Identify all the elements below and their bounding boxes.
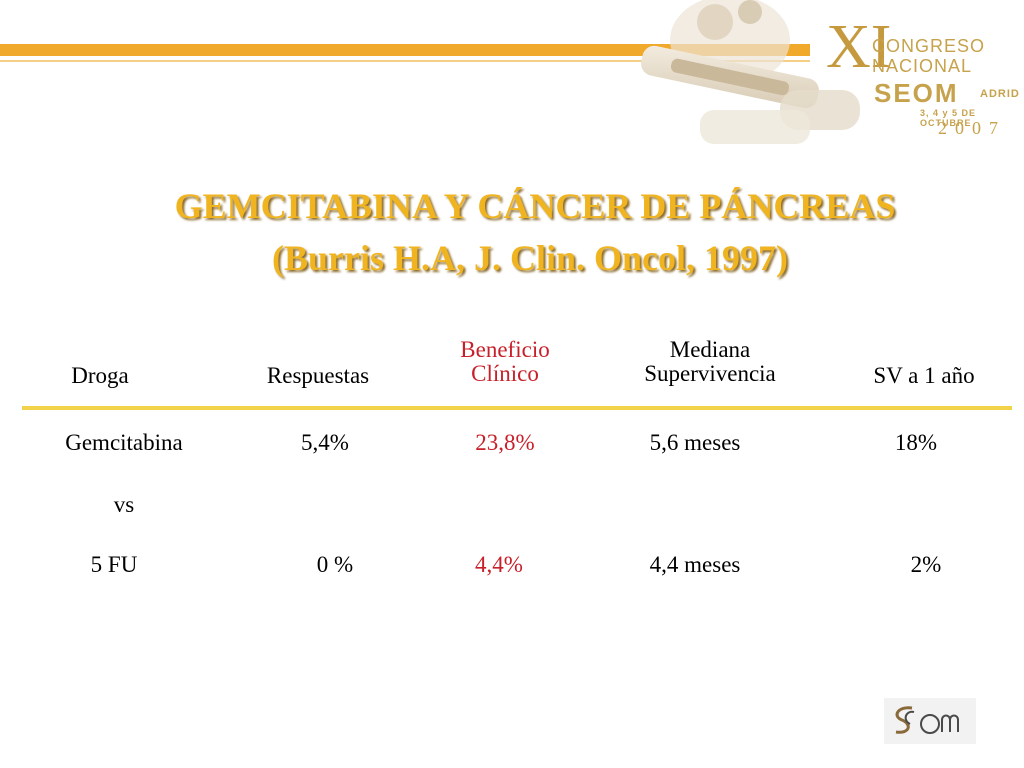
seom-monogram-icon	[895, 706, 959, 734]
logo-seom: SEOM	[874, 78, 959, 108]
header-accent-line	[0, 60, 810, 62]
seom-logo-icon	[884, 698, 976, 744]
logo-congreso: CONGRESO	[872, 36, 986, 56]
row-gemcitabina-beneficio: 23,8%	[475, 430, 535, 455]
slide-subtitle: (Burris H.A, J. Clin. Oncol, 1997)	[271, 238, 788, 278]
row-5fu-beneficio: 4,4%	[475, 552, 523, 577]
header-sv: SV a 1 año	[873, 363, 975, 388]
header-beneficio-line1: Beneficio	[460, 337, 550, 362]
logo-dates: 3, 4 y 5 DE OCTUBRE	[920, 108, 977, 128]
row-5fu-respuestas: 0 %	[316, 552, 354, 577]
header-beneficio-line2: Clínico	[471, 361, 539, 386]
logo-nacional: NACIONAL	[872, 56, 973, 76]
header-mediana-line2: Supervivencia	[644, 361, 776, 386]
row-5fu-sv: 2%	[910, 552, 942, 577]
row-5fu-droga: 5 FU	[90, 552, 138, 577]
header-accent-bar	[0, 44, 810, 56]
logo-madrid: ADRID	[980, 88, 1020, 100]
row-5fu-mediana: 4,4 meses	[649, 552, 741, 577]
header-respuestas: Respuestas	[266, 363, 370, 388]
microscope-icon	[641, 0, 860, 144]
row-gemcitabina-sv: 18%	[894, 430, 938, 455]
header-mediana-line1: Mediana	[669, 337, 751, 362]
header-droga: Droga	[71, 363, 129, 388]
slide-title: GEMCITABINA Y CÁNCER DE PÁNCREAS	[174, 186, 896, 226]
row-gemcitabina-mediana: 5,6 meses	[649, 430, 741, 455]
logo-roman-numeral: XI	[826, 13, 892, 81]
row-vs-label: vs	[113, 492, 135, 517]
table-header-rule	[22, 406, 1012, 410]
row-gemcitabina-respuestas: 5,4%	[301, 430, 349, 455]
row-gemcitabina-droga: Gemcitabina	[65, 430, 183, 455]
congress-logo: XI CONGRESO NACIONAL SEOM ADRID 3, 4 y 5…	[640, 0, 1024, 150]
logo-year: 2007	[938, 118, 1006, 138]
